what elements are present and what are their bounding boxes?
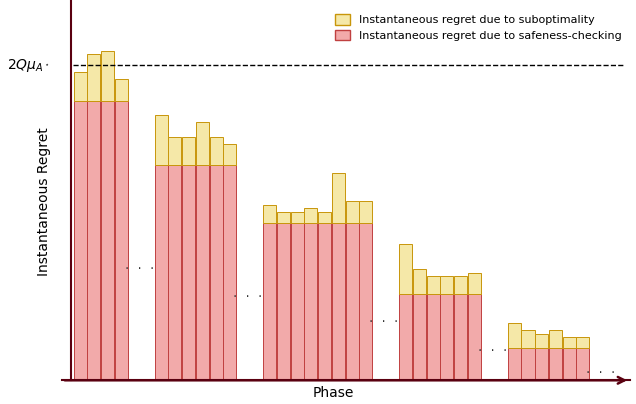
Bar bbox=[169, 137, 181, 165]
Bar bbox=[263, 205, 276, 223]
Bar bbox=[576, 348, 590, 380]
Bar bbox=[87, 54, 100, 101]
Bar bbox=[454, 276, 467, 294]
Bar bbox=[536, 334, 548, 348]
Text: . . .: . . . bbox=[232, 289, 263, 299]
Bar bbox=[210, 165, 223, 380]
Bar bbox=[277, 212, 290, 223]
Bar bbox=[291, 212, 303, 223]
Bar bbox=[576, 337, 590, 348]
Bar bbox=[74, 72, 86, 101]
Bar bbox=[263, 223, 276, 380]
Bar bbox=[332, 173, 345, 223]
Text: . . .: . . . bbox=[477, 343, 508, 353]
Bar bbox=[155, 165, 168, 380]
Bar bbox=[399, 294, 412, 380]
Bar bbox=[182, 137, 195, 165]
Bar bbox=[155, 115, 168, 165]
Bar bbox=[210, 137, 223, 165]
Bar bbox=[468, 273, 481, 294]
Bar bbox=[508, 348, 521, 380]
Bar bbox=[332, 223, 345, 380]
Bar bbox=[549, 348, 562, 380]
Bar bbox=[440, 294, 453, 380]
Bar bbox=[345, 201, 359, 223]
Bar bbox=[508, 323, 521, 348]
Bar bbox=[359, 201, 373, 223]
Bar bbox=[74, 101, 86, 380]
Bar bbox=[427, 276, 439, 294]
Legend: Instantaneous regret due to suboptimality, Instantaneous regret due to safeness-: Instantaneous regret due to suboptimalit… bbox=[330, 10, 626, 45]
Bar bbox=[114, 101, 128, 380]
Bar bbox=[399, 244, 412, 294]
Bar bbox=[101, 101, 114, 380]
Bar bbox=[318, 212, 331, 223]
Bar bbox=[169, 165, 181, 380]
Bar bbox=[468, 294, 481, 380]
Bar bbox=[549, 330, 562, 348]
Bar bbox=[454, 294, 467, 380]
Bar bbox=[427, 294, 439, 380]
Bar bbox=[305, 223, 317, 380]
X-axis label: Phase: Phase bbox=[313, 386, 354, 400]
Bar bbox=[522, 330, 534, 348]
Bar bbox=[196, 122, 209, 165]
Text: $2Q\mu_{A^\star}$: $2Q\mu_{A^\star}$ bbox=[7, 57, 50, 74]
Bar bbox=[536, 348, 548, 380]
Bar bbox=[413, 294, 426, 380]
Text: . . .: . . . bbox=[368, 314, 399, 324]
Bar bbox=[522, 348, 534, 380]
Bar bbox=[440, 276, 453, 294]
Bar bbox=[563, 337, 576, 348]
Text: Instantaneous Regret: Instantaneous Regret bbox=[37, 127, 51, 276]
Bar bbox=[563, 348, 576, 380]
Bar bbox=[291, 223, 303, 380]
Bar bbox=[223, 144, 237, 165]
Bar bbox=[318, 223, 331, 380]
Bar bbox=[114, 80, 128, 101]
Bar bbox=[101, 51, 114, 101]
Bar bbox=[345, 223, 359, 380]
Bar bbox=[182, 165, 195, 380]
Text: . . .: . . . bbox=[123, 261, 155, 271]
Bar bbox=[196, 165, 209, 380]
Bar bbox=[87, 101, 100, 380]
Bar bbox=[305, 208, 317, 223]
Bar bbox=[359, 223, 373, 380]
Text: . . .: . . . bbox=[585, 364, 616, 375]
Bar bbox=[223, 165, 237, 380]
Bar bbox=[413, 269, 426, 294]
Bar bbox=[277, 223, 290, 380]
